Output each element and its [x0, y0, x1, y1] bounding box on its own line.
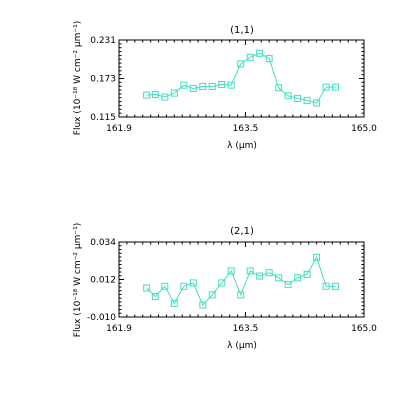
data-point: [189, 279, 197, 287]
x-axis-label: λ (μm): [227, 141, 257, 151]
y-tick-label: 0.173: [90, 75, 116, 85]
x-tick-label: 161.9: [106, 324, 132, 334]
data-point: [189, 84, 197, 92]
data-point: [227, 81, 235, 89]
data-point: [170, 89, 178, 97]
data-point: [265, 269, 273, 277]
y-tick-label: 0.231: [90, 36, 116, 46]
chart-panel-2-1: (2,1) λ (μm) Flux (10⁻¹⁸ W cm⁻² μm⁻¹) 16…: [73, 223, 377, 351]
data-point: [180, 81, 188, 89]
data-point: [256, 49, 264, 57]
data-point: [143, 284, 151, 292]
x-tick-label: 161.9: [106, 124, 132, 134]
data-point: [199, 301, 207, 309]
data-point: [256, 272, 264, 280]
data-point: [294, 274, 302, 282]
data-point: [284, 281, 292, 289]
y-axis-label: Flux (10⁻¹⁸ W cm⁻² μm⁻¹): [73, 21, 83, 135]
data-point: [208, 291, 216, 299]
data-point: [322, 282, 330, 290]
data-point: [170, 299, 178, 307]
x-tick-label: 163.5: [233, 324, 259, 334]
chart-panel-1-1: (1,1) λ (μm) Flux (10⁻¹⁸ W cm⁻² μm⁻¹) 16…: [73, 21, 377, 151]
y-tick-label: 0.012: [90, 276, 116, 286]
data-point: [227, 267, 235, 275]
data-point: [208, 82, 216, 90]
data-point: [313, 99, 321, 107]
data-point: [143, 91, 151, 99]
data-point: [199, 82, 207, 90]
data-point: [237, 60, 245, 68]
data-point: [284, 92, 292, 100]
data-point: [246, 267, 254, 275]
data-point: [332, 282, 340, 290]
data-point: [151, 293, 159, 301]
data-point: [303, 96, 311, 104]
data-point: [313, 253, 321, 261]
data-point: [180, 282, 188, 290]
y-axis-label: Flux (10⁻¹⁸ W cm⁻² μm⁻¹): [73, 223, 83, 337]
x-tick-label: 165.0: [351, 324, 377, 334]
data-point: [151, 90, 159, 98]
data-point: [332, 83, 340, 91]
chart-title: (1,1): [230, 25, 254, 36]
data-point: [161, 93, 169, 101]
chart-title: (2,1): [230, 226, 254, 237]
x-tick-label: 163.5: [233, 124, 259, 134]
y-tick-label: 0.115: [90, 113, 116, 123]
data-point: [218, 80, 226, 88]
data-point: [246, 53, 254, 61]
y-tick-label: -0.010: [87, 313, 116, 323]
y-tick-label: 0.034: [90, 238, 116, 248]
data-point: [237, 291, 245, 299]
data-point: [322, 83, 330, 91]
data-point: [275, 274, 283, 282]
data-point: [294, 94, 302, 102]
data-point: [275, 84, 283, 92]
x-axis-label: λ (μm): [227, 341, 257, 351]
x-tick-label: 165.0: [351, 124, 377, 134]
data-point: [265, 55, 273, 63]
data-point: [303, 270, 311, 278]
data-point: [218, 279, 226, 287]
data-point: [161, 282, 169, 290]
